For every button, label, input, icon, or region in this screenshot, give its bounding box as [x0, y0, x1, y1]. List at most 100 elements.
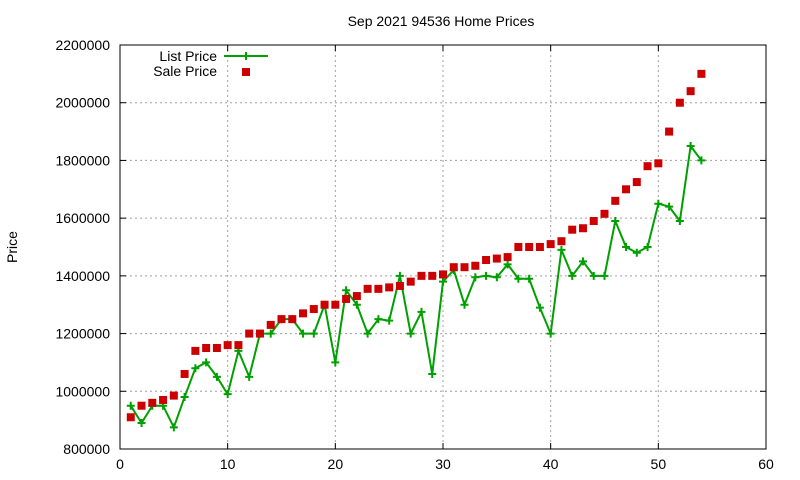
- sale-price-point: [686, 87, 695, 96]
- list-price-point: [363, 329, 372, 338]
- x-tick-label: 60: [758, 456, 774, 472]
- y-tick-label: 800000: [63, 441, 110, 457]
- sale-price-point: [525, 243, 534, 251]
- sale-price-point: [632, 178, 641, 187]
- sale-price-point: [600, 209, 609, 218]
- sale-price-point: [191, 346, 200, 355]
- y-tick-label: 2000000: [55, 95, 110, 111]
- sale-price-point: [482, 255, 491, 264]
- sale-price-point: [234, 341, 243, 350]
- list-price-point: [395, 271, 404, 280]
- list-price-point: [686, 142, 695, 150]
- list-price-point: [492, 273, 501, 282]
- list-price-point: [331, 358, 340, 367]
- list-price-point: [600, 271, 609, 280]
- sale-price-point: [697, 69, 706, 78]
- sale-price-point: [675, 98, 684, 107]
- list-price-point: [557, 245, 566, 254]
- legend-marker-list-price: [242, 52, 250, 60]
- sale-price-point: [363, 284, 372, 293]
- sale-price-point: [578, 224, 587, 233]
- sale-price-point: [654, 159, 663, 168]
- list-price-point: [223, 390, 232, 399]
- sale-price-point: [535, 243, 544, 251]
- sale-price-point: [288, 315, 297, 324]
- list-price-point: [439, 277, 447, 286]
- y-tick-label: 1200000: [55, 326, 110, 342]
- sale-price-point: [611, 196, 620, 205]
- list-price-point: [503, 260, 512, 269]
- list-price-point: [266, 329, 275, 338]
- sale-price-point: [589, 217, 598, 226]
- sale-price-point: [223, 341, 232, 350]
- list-price-point: [191, 364, 200, 373]
- sale-price-point: [255, 329, 264, 338]
- y-tick-label: 1600000: [55, 210, 110, 226]
- sale-price-point: [299, 309, 308, 318]
- list-price-point: [654, 199, 663, 208]
- sale-price-point: [492, 254, 501, 263]
- list-price-point: [245, 372, 254, 381]
- sale-price-point: [568, 225, 577, 234]
- list-price-point: [643, 243, 652, 251]
- list-price-point: [342, 286, 351, 295]
- list-price-point: [137, 419, 146, 428]
- list-price-point: [471, 273, 480, 282]
- list-price-point: [374, 315, 383, 324]
- list-price-point: [385, 316, 394, 325]
- list-price-point: [622, 243, 631, 251]
- sale-price-point: [503, 253, 512, 262]
- y-axis: 800000 1000000 1200000 1400000 1600000 180000…: [55, 37, 766, 457]
- list-price-point: [589, 271, 598, 280]
- series-sale-price: [126, 69, 706, 422]
- sale-price-point: [169, 391, 178, 400]
- list-price-point: [299, 329, 308, 338]
- grid-lines: [120, 45, 766, 449]
- sale-price-point: [460, 263, 469, 272]
- legend-label-list-price: List Price: [159, 48, 217, 64]
- x-tick-label: 40: [543, 456, 559, 472]
- sale-price-point: [417, 271, 426, 280]
- list-price-point: [352, 300, 361, 309]
- sale-price-point: [320, 300, 329, 309]
- list-price-point: [578, 257, 587, 266]
- list-price-point: [406, 329, 415, 338]
- sale-price-point: [212, 344, 221, 352]
- sale-price-point: [148, 398, 157, 407]
- list-price-point: [611, 217, 620, 226]
- sale-price-point: [126, 413, 135, 422]
- list-price-point: [514, 274, 523, 283]
- list-price-point: [202, 358, 211, 367]
- list-price-point: [535, 303, 544, 312]
- list-price-point: [428, 369, 437, 378]
- x-tick-label: 30: [435, 456, 451, 472]
- sale-price-point: [352, 292, 361, 301]
- legend-marker-sale-price: [242, 68, 250, 76]
- sale-price-point: [331, 300, 340, 309]
- sale-price-point: [137, 401, 146, 410]
- sale-price-point: [180, 369, 189, 378]
- sale-price-point: [449, 263, 458, 272]
- list-price-point: [417, 307, 426, 316]
- list-price-point: [675, 217, 684, 226]
- list-price-point: [568, 271, 577, 280]
- sale-price-point: [557, 237, 566, 246]
- sale-price-point: [406, 277, 415, 286]
- x-tick-label: 20: [328, 456, 344, 472]
- x-tick-label: 10: [220, 456, 236, 472]
- sale-price-point: [342, 294, 351, 303]
- y-axis-label: Price: [4, 231, 20, 263]
- list-price-point: [212, 372, 221, 381]
- sale-price-point: [439, 270, 447, 279]
- y-tick-label: 1400000: [55, 268, 110, 284]
- list-price-point: [460, 300, 469, 309]
- sale-price-point: [471, 261, 480, 270]
- list-price-point: [697, 156, 706, 165]
- sale-price-point: [202, 344, 211, 352]
- list-price-point: [180, 393, 189, 402]
- x-tick-label: 50: [651, 456, 667, 472]
- sale-price-point: [374, 284, 383, 293]
- sale-price-point: [159, 395, 168, 404]
